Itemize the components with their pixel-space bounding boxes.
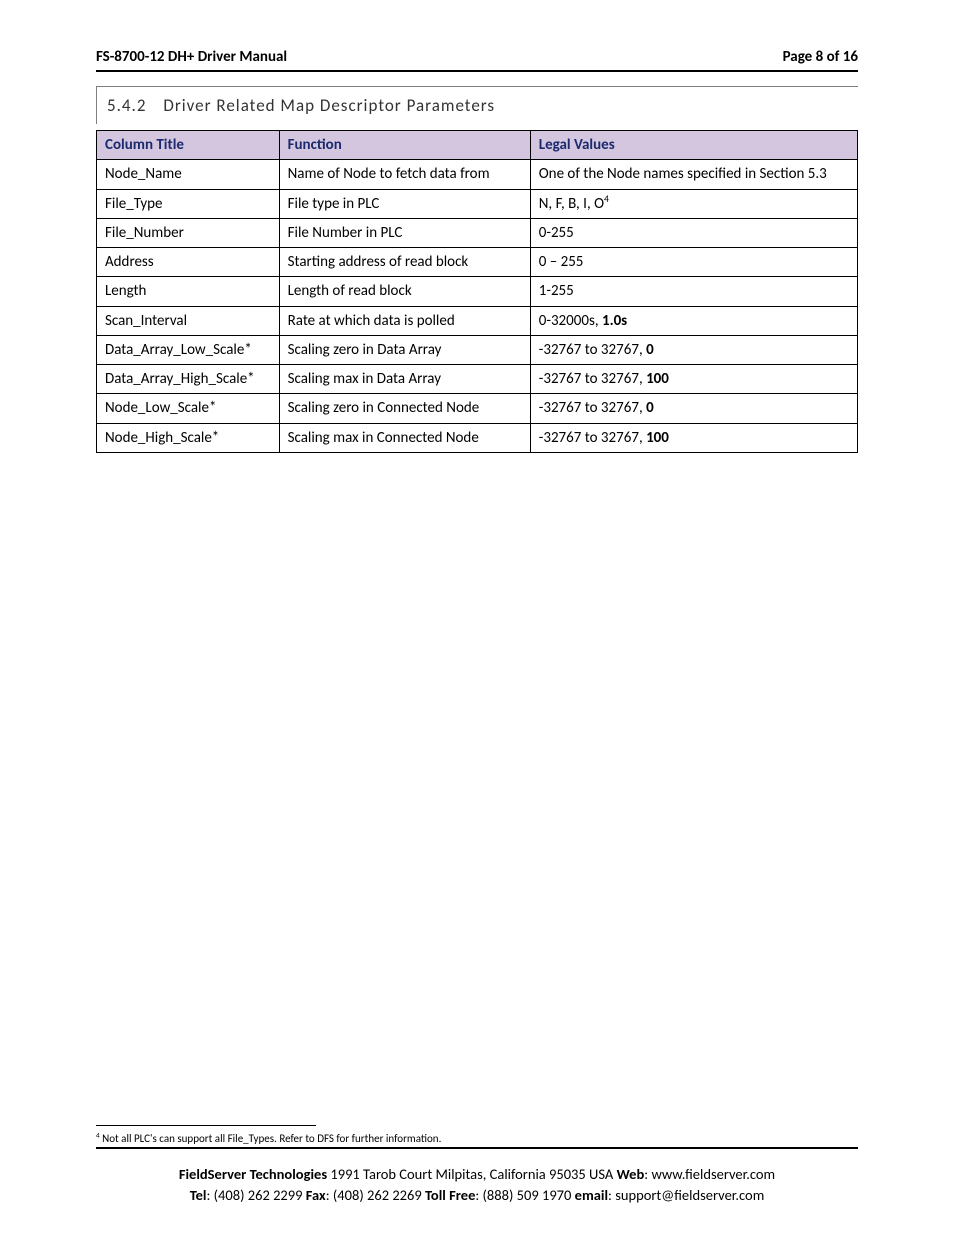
cell-legal-values: 0-32000s, 1.0s bbox=[530, 306, 857, 335]
footer-address: 1991 Tarob Court Milpitas, California 95… bbox=[327, 1165, 616, 1183]
cell-column-title: Data_Array_High_Scale* bbox=[97, 365, 280, 394]
cell-legal-values: -32767 to 32767, 0 bbox=[530, 394, 857, 423]
page-footer: FieldServer Technologies 1991 Tarob Cour… bbox=[96, 1164, 858, 1205]
legal-pre: 0 – 255 bbox=[539, 253, 584, 271]
cell-legal-values: -32767 to 32767, 0 bbox=[530, 335, 857, 364]
th-legal-values: Legal Values bbox=[530, 131, 857, 160]
th-function: Function bbox=[279, 131, 530, 160]
footnote: 4 Not all PLC's can support all File_Typ… bbox=[96, 1125, 858, 1145]
cell-legal-values: -32767 to 32767, 100 bbox=[530, 365, 857, 394]
footer-toll-label: Toll Free bbox=[425, 1186, 475, 1204]
cell-legal-values: 1-255 bbox=[530, 277, 857, 306]
footer-web-label: Web bbox=[617, 1165, 645, 1183]
section-title: Driver Related Map Descriptor Parameters bbox=[163, 95, 495, 116]
cell-legal-values: 0-255 bbox=[530, 218, 857, 247]
table-row: File_TypeFile type in PLCN, F, B, I, O4 bbox=[97, 189, 858, 218]
footer-web: www.fieldserver.com bbox=[651, 1165, 775, 1183]
cell-function: Scaling zero in Data Array bbox=[279, 335, 530, 364]
footer-line-2: Tel: (408) 262 2299 Fax: (408) 262 2269 … bbox=[96, 1185, 858, 1205]
legal-bold: 100 bbox=[646, 429, 669, 447]
legal-pre: 1-255 bbox=[539, 282, 574, 300]
table-header-row: Column Title Function Legal Values bbox=[97, 131, 858, 160]
th-column-title: Column Title bbox=[97, 131, 280, 160]
cell-function: Scaling max in Data Array bbox=[279, 365, 530, 394]
footer-line-1: FieldServer Technologies 1991 Tarob Cour… bbox=[96, 1164, 858, 1184]
table-row: Scan_IntervalRate at which data is polle… bbox=[97, 306, 858, 335]
footer-email: : support@fieldserver.com bbox=[608, 1186, 764, 1204]
table-row: Data_Array_High_Scale*Scaling max in Dat… bbox=[97, 365, 858, 394]
table-row: File_NumberFile Number in PLC 0-255 bbox=[97, 218, 858, 247]
cell-function: Length of read block bbox=[279, 277, 530, 306]
cell-legal-values: 0 – 255 bbox=[530, 248, 857, 277]
cell-function: Starting address of read block bbox=[279, 248, 530, 277]
parameters-table: Column Title Function Legal Values Node_… bbox=[96, 130, 858, 453]
cell-legal-values: One of the Node names specified in Secti… bbox=[530, 160, 857, 189]
legal-bold: 0 bbox=[646, 399, 654, 417]
legal-sup: 4 bbox=[604, 193, 609, 205]
footnote-rule bbox=[96, 1125, 316, 1126]
cell-function: File type in PLC bbox=[279, 189, 530, 218]
legal-pre: N, F, B, I, O bbox=[539, 195, 604, 213]
footnote-body: Not all PLC's can support all File_Types… bbox=[100, 1132, 442, 1145]
cell-column-title: Node_High_Scale* bbox=[97, 423, 280, 452]
page-number: Page 8 of 16 bbox=[783, 48, 858, 66]
doc-title: FS-8700-12 DH+ Driver Manual bbox=[96, 48, 287, 66]
legal-pre: -32767 to 32767, bbox=[539, 429, 646, 447]
footer-tel-label: Tel bbox=[190, 1186, 207, 1204]
footer-tel: : (408) 262 2299 bbox=[206, 1186, 305, 1204]
cell-column-title: Data_Array_Low_Scale* bbox=[97, 335, 280, 364]
cell-column-title: Length bbox=[97, 277, 280, 306]
table-row: Node_High_Scale*Scaling max in Connected… bbox=[97, 423, 858, 452]
cell-function: File Number in PLC bbox=[279, 218, 530, 247]
footer-toll: : (888) 509 1970 bbox=[475, 1186, 574, 1204]
footer-fax-label: Fax bbox=[306, 1186, 326, 1204]
footer-company: FieldServer Technologies bbox=[179, 1165, 327, 1183]
footer-fax: : (408) 262 2269 bbox=[326, 1186, 425, 1204]
cell-column-title: Node_Low_Scale* bbox=[97, 394, 280, 423]
footnote-text: 4 Not all PLC's can support all File_Typ… bbox=[96, 1132, 858, 1145]
footer-rule bbox=[96, 1147, 858, 1149]
cell-function: Rate at which data is polled bbox=[279, 306, 530, 335]
cell-column-title: Address bbox=[97, 248, 280, 277]
table-body: Node_NameName of Node to fetch data from… bbox=[97, 160, 858, 453]
table-row: LengthLength of read block 1-255 bbox=[97, 277, 858, 306]
footer-email-label: email bbox=[575, 1186, 608, 1204]
cell-column-title: File_Number bbox=[97, 218, 280, 247]
page: FS-8700-12 DH+ Driver Manual Page 8 of 1… bbox=[0, 0, 954, 1235]
cell-function: Scaling zero in Connected Node bbox=[279, 394, 530, 423]
legal-pre: -32767 to 32767, bbox=[539, 399, 646, 417]
table-row: Node_NameName of Node to fetch data from… bbox=[97, 160, 858, 189]
cell-legal-values: -32767 to 32767, 100 bbox=[530, 423, 857, 452]
legal-bold: 100 bbox=[646, 370, 669, 388]
table-row: Node_Low_Scale*Scaling zero in Connected… bbox=[97, 394, 858, 423]
section-number: 5.4.2 bbox=[107, 95, 146, 116]
cell-column-title: File_Type bbox=[97, 189, 280, 218]
cell-function: Scaling max in Connected Node bbox=[279, 423, 530, 452]
cell-column-title: Scan_Interval bbox=[97, 306, 280, 335]
legal-pre: -32767 to 32767, bbox=[539, 341, 646, 359]
header-rule bbox=[96, 70, 858, 72]
legal-bold: 1.0s bbox=[602, 312, 627, 330]
legal-pre: 0-255 bbox=[539, 224, 574, 242]
table-row: AddressStarting address of read block 0 –… bbox=[97, 248, 858, 277]
legal-pre: 0-32000s, bbox=[539, 312, 602, 330]
section-heading-wrap: 5.4.2 Driver Related Map Descriptor Para… bbox=[96, 86, 858, 124]
page-header: FS-8700-12 DH+ Driver Manual Page 8 of 1… bbox=[96, 48, 858, 70]
legal-pre: -32767 to 32767, bbox=[539, 370, 646, 388]
legal-bold: 0 bbox=[646, 341, 654, 359]
cell-column-title: Node_Name bbox=[97, 160, 280, 189]
table-row: Data_Array_Low_Scale*Scaling zero in Dat… bbox=[97, 335, 858, 364]
cell-function: Name of Node to fetch data from bbox=[279, 160, 530, 189]
legal-pre: One of the Node names specified in Secti… bbox=[539, 165, 827, 183]
cell-legal-values: N, F, B, I, O4 bbox=[530, 189, 857, 218]
